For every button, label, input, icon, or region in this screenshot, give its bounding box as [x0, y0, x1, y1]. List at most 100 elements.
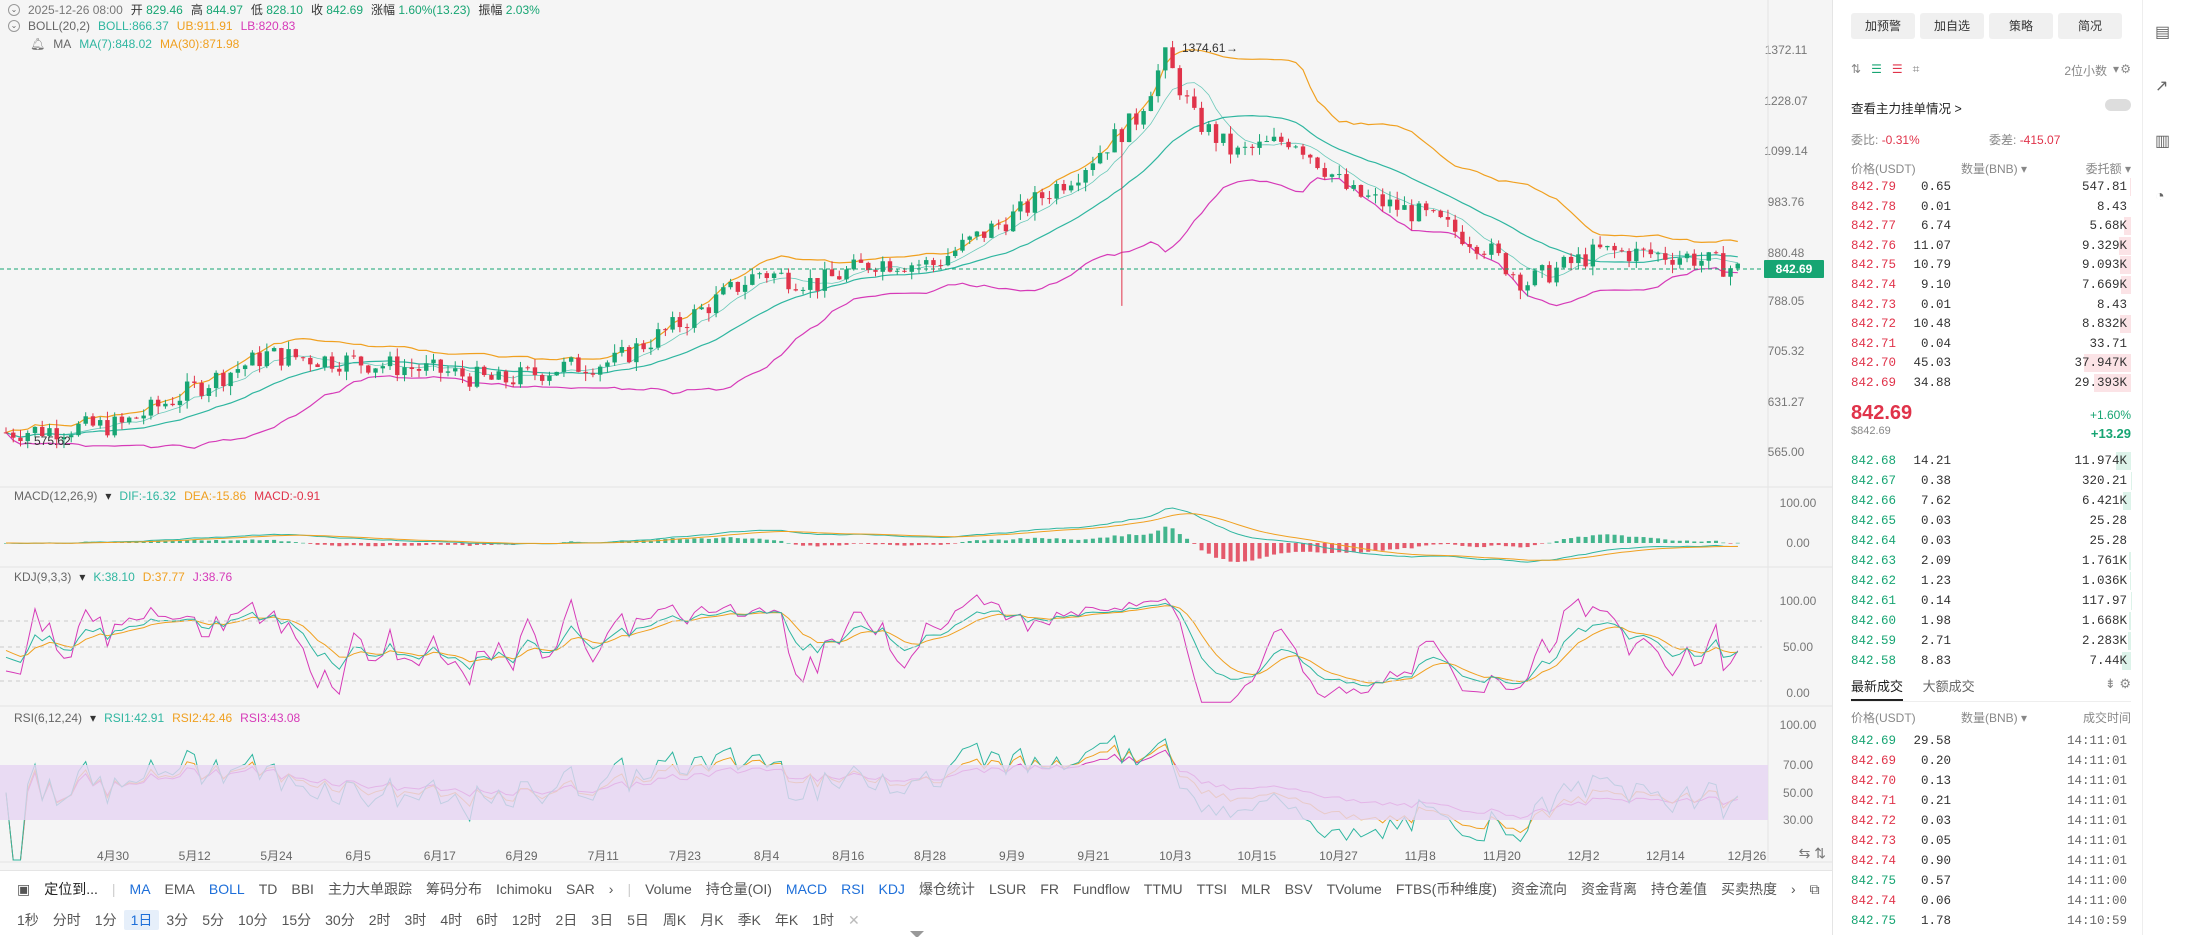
- interval-7[interactable]: 15分: [275, 910, 319, 930]
- interval-20[interactable]: 年K: [768, 910, 805, 930]
- interval-9[interactable]: 2时: [362, 910, 398, 930]
- interval-3[interactable]: 1日: [124, 910, 160, 930]
- interval-8[interactable]: 30分: [318, 910, 362, 930]
- interval-1[interactable]: 分时: [46, 910, 88, 930]
- kline-chart[interactable]: 1372.111228.071099.14983.76880.48788.057…: [0, 0, 1832, 870]
- clock-icon[interactable]: ◔: [2155, 188, 2165, 206]
- sub-indicator-16[interactable]: 资金背离: [1574, 879, 1644, 899]
- tab-large-trades[interactable]: 大额成交: [1923, 679, 1975, 694]
- indicator-6[interactable]: 筹码分布: [419, 879, 489, 899]
- interval-13[interactable]: 12时: [505, 910, 549, 930]
- sub-indicator-0[interactable]: Volume: [638, 881, 699, 897]
- interval-15[interactable]: 3日: [584, 910, 620, 930]
- col-amount[interactable]: 委托额: [2086, 162, 2122, 176]
- doc-icon[interactable]: ▤: [2155, 22, 2170, 42]
- action-button-2[interactable]: 策略: [1989, 13, 2053, 39]
- col-qty[interactable]: 数量(BNB): [1961, 162, 2018, 176]
- layout-grid-icon[interactable]: ⌗: [1913, 62, 1920, 76]
- sub-indicator-15[interactable]: 资金流向: [1504, 879, 1574, 899]
- trades-settings-icon[interactable]: ⇟ ⚙: [2105, 676, 2131, 692]
- indicator-8[interactable]: SAR: [559, 881, 602, 897]
- sub-indicator-2[interactable]: MACD: [779, 881, 834, 897]
- decimals-select[interactable]: 2位小数: [2064, 62, 2107, 79]
- community-icon[interactable]: ⧉: [1803, 881, 1827, 898]
- chart-icon[interactable]: ▥: [2155, 131, 2170, 151]
- interval-10[interactable]: 3时: [398, 910, 434, 930]
- interval-16[interactable]: 5日: [620, 910, 656, 930]
- interval-18[interactable]: 月K: [693, 910, 730, 930]
- settings-icon[interactable]: ⚙: [2120, 62, 2131, 76]
- indicator-7[interactable]: Ichimoku: [489, 881, 559, 897]
- locate-button[interactable]: 定位到...: [37, 879, 105, 899]
- layout-ask-icon[interactable]: ☰: [1871, 62, 1882, 76]
- close-icon[interactable]: ✕: [841, 912, 867, 929]
- sub-indicator-17[interactable]: 持仓差值: [1644, 879, 1714, 899]
- interval-6[interactable]: 10分: [231, 910, 275, 930]
- indicator-1[interactable]: EMA: [158, 881, 202, 897]
- main-orders-toggle[interactable]: [2105, 99, 2131, 111]
- sub-indicator-12[interactable]: BSV: [1278, 881, 1320, 897]
- indicator-5[interactable]: 主力大单跟踪: [321, 879, 419, 899]
- locate-icon[interactable]: ▣: [10, 881, 37, 898]
- sub-indicator-18[interactable]: 买卖热度: [1714, 879, 1784, 899]
- sub-indicator-10[interactable]: TTSI: [1190, 881, 1234, 897]
- sub-indicator-13[interactable]: TVolume: [1320, 881, 1389, 897]
- action-button-0[interactable]: 加预警: [1851, 13, 1915, 39]
- sub-indicator-11[interactable]: MLR: [1234, 881, 1278, 897]
- indicator-4[interactable]: BBI: [284, 881, 321, 897]
- interval-21[interactable]: 1时: [805, 910, 841, 930]
- trade-col-qty[interactable]: 数量(BNB): [1961, 711, 2018, 725]
- more-icon[interactable]: ›: [1784, 881, 1803, 897]
- sub-indicator-6[interactable]: LSUR: [982, 881, 1033, 897]
- action-button-1[interactable]: 加自选: [1920, 13, 1984, 39]
- interval-5[interactable]: 5分: [195, 910, 231, 930]
- indicator-3[interactable]: TD: [252, 881, 285, 897]
- interval-17[interactable]: 周K: [656, 910, 693, 930]
- indicator-0[interactable]: MA: [123, 881, 158, 897]
- interval-4[interactable]: 3分: [159, 910, 195, 930]
- interval-12[interactable]: 6时: [469, 910, 505, 930]
- sub-indicator-14[interactable]: FTBS(币种维度): [1389, 879, 1504, 899]
- chart-area[interactable]: ⌄ 2025-12-26 08:00 开 829.46 高 844.97 低 8…: [0, 0, 1832, 870]
- interval-19[interactable]: 季K: [731, 910, 768, 930]
- sub-indicator-9[interactable]: TTMU: [1137, 881, 1190, 897]
- more-icon[interactable]: ›: [602, 881, 621, 897]
- action-button-3[interactable]: 简况: [2058, 13, 2122, 39]
- interval-14[interactable]: 2日: [548, 910, 584, 930]
- interval-2[interactable]: 1分: [88, 910, 124, 930]
- tab-latest-trades[interactable]: 最新成交: [1851, 679, 1903, 701]
- zoom-icons[interactable]: ⇆ ⇅: [1799, 845, 1826, 862]
- interval-0[interactable]: 1秒: [10, 910, 46, 930]
- trend-icon[interactable]: ↗: [2155, 76, 2168, 96]
- sub-indicator-8[interactable]: Fundflow: [1066, 881, 1137, 897]
- indicator-2[interactable]: BOLL: [202, 881, 252, 897]
- sub-indicator-4[interactable]: KDJ: [871, 881, 911, 897]
- interval-11[interactable]: 4时: [433, 910, 469, 930]
- expand-icon[interactable]: [910, 931, 924, 937]
- sub-indicator-7[interactable]: FR: [1033, 881, 1066, 897]
- sub-indicator-1[interactable]: 持仓量(OI): [699, 879, 779, 899]
- layout-both-icon[interactable]: ⇅: [1851, 62, 1861, 76]
- sub-indicator-3[interactable]: RSI: [834, 881, 871, 897]
